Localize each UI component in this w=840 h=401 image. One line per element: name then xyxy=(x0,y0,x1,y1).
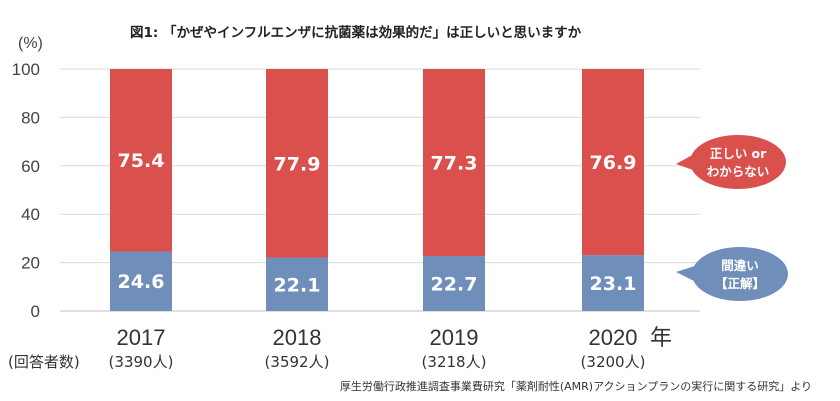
x-axis-unit-label: 年 xyxy=(650,325,672,350)
data-label-wrong: 24.6 xyxy=(118,271,165,293)
data-label-correct_or_unknown: 77.9 xyxy=(274,153,321,175)
y-tick-label: 40 xyxy=(21,205,40,224)
y-tick-label: 80 xyxy=(21,108,40,127)
y-axis-unit-label: (%) xyxy=(18,35,43,52)
x-tick-label: 2017 xyxy=(117,325,166,350)
bar-segment-wrong xyxy=(110,251,172,311)
respondent-count-label: (3218人) xyxy=(422,353,487,371)
data-label-correct_or_unknown: 77.3 xyxy=(431,153,478,175)
bar-segment-wrong xyxy=(582,255,644,311)
legend-label-wrong: 間違い xyxy=(721,258,759,273)
respondent-count-label: (3390人) xyxy=(109,353,174,371)
x-axis-labels: 2017 (3390人) 2018 (3592人) 2019 (3218人) 2020 (32… xyxy=(8,325,672,371)
data-label-wrong: 22.7 xyxy=(431,274,478,296)
callout-pointer xyxy=(676,265,698,283)
respondent-count-label: (3592人) xyxy=(265,353,330,371)
bar-segment-correct_or_unknown xyxy=(266,69,328,258)
y-axis-ticks: 0 20 40 60 80 100 xyxy=(12,60,40,321)
y-tick-label: 20 xyxy=(21,254,40,273)
respondent-count-label: (3200人) xyxy=(581,353,646,371)
bar-segment-correct_or_unknown xyxy=(110,69,172,252)
bar-segment-wrong xyxy=(266,257,328,311)
legend-label-wrong: 【正解】 xyxy=(715,276,765,291)
bar-segment-correct_or_unknown xyxy=(582,69,644,256)
y-tick-label: 60 xyxy=(21,157,40,176)
callout-bubble-wrong xyxy=(692,247,788,301)
legend-label-correct_or_unknown: わからない xyxy=(707,164,770,179)
bar-segment-wrong xyxy=(423,256,485,311)
bars: 24.6 75.4 22.1 77.9 22.7 77.3 23.1 76.9 xyxy=(110,69,644,311)
data-label-correct_or_unknown: 76.9 xyxy=(590,152,637,174)
callout-bubble-correct_or_unknown xyxy=(690,135,786,189)
respondents-header-label: (回答者数) xyxy=(8,353,80,371)
x-tick-label: 2020 xyxy=(589,325,638,350)
x-tick-label: 2019 xyxy=(430,325,479,350)
y-tick-label: 100 xyxy=(12,60,40,79)
source-note: 厚生労働行政推進調査事業費研究「薬剤耐性(AMR)アクションプランの実行に関する… xyxy=(340,379,812,393)
y-tick-label: 0 xyxy=(31,302,40,321)
x-tick-label: 2018 xyxy=(273,325,322,350)
data-label-wrong: 22.1 xyxy=(274,274,321,296)
chart-title: 図1: 「かぜやインフルエンザに抗菌薬は効果的だ」は正しいと思いますか xyxy=(130,24,582,41)
bar-segment-correct_or_unknown xyxy=(423,69,485,257)
data-label-wrong: 23.1 xyxy=(590,273,637,295)
legend-label-correct_or_unknown: 正しい or xyxy=(710,146,767,161)
data-label-correct_or_unknown: 75.4 xyxy=(118,150,165,172)
